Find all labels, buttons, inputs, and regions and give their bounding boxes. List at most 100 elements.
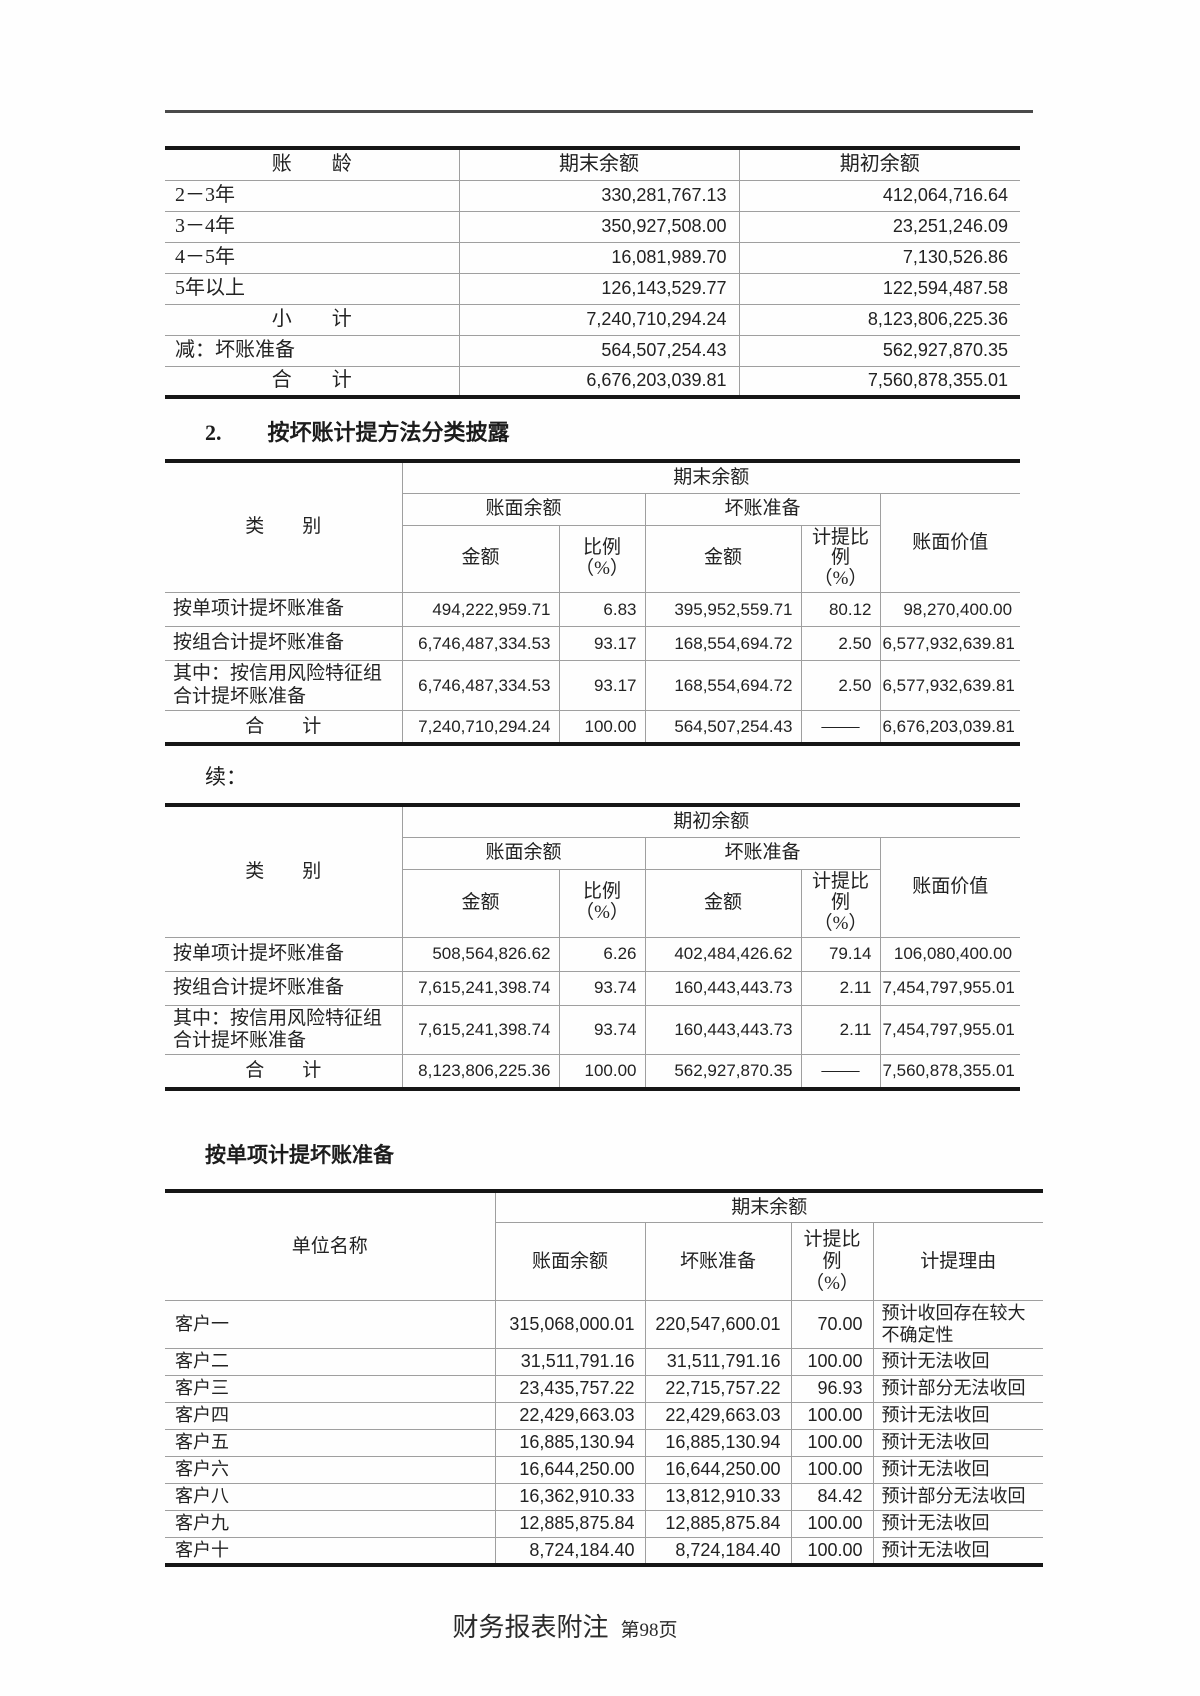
reason-text: 预计部分无法收回	[872, 1482, 1044, 1511]
ending-balance-value: 7,240,710,294.24	[458, 303, 740, 336]
ending-balance-value: 350,927,508.00	[458, 210, 740, 243]
ratio-value: 100.00	[558, 1054, 646, 1089]
table-header-row: 单位名称 期末余额	[165, 1190, 1044, 1302]
subtotal-row: 小 计 7,240,710,294.24 8,123,806,225.36	[165, 303, 1020, 336]
provision-ratio-value: 2.50	[800, 660, 881, 711]
table-row: 客户四 22,429,663.03 22,429,663.03 100.00 预…	[165, 1401, 1044, 1430]
col-header-book-balance: 账面余额	[402, 836, 646, 870]
book-value: 7,454,797,955.01	[879, 1004, 1021, 1056]
amount-value: 7,240,710,294.24	[401, 709, 560, 745]
amount-value: 6,746,487,334.53	[401, 626, 560, 662]
amount-value: 7,615,241,398.74	[401, 1004, 560, 1056]
ratio-value: 96.93	[790, 1374, 874, 1403]
row-label: 合 计	[165, 709, 403, 745]
col-header-book-value: 账面价值	[879, 492, 1021, 594]
book-balance-value: 12,885,875.84	[494, 1509, 646, 1538]
amount-value: 7,615,241,398.74	[401, 970, 560, 1006]
provision-ratio-value: 79.14	[800, 936, 881, 972]
bad-debt-value: 395,952,559.71	[644, 592, 802, 628]
bad-debt-value: 564,507,254.43	[644, 709, 802, 745]
row-label: 合 计	[165, 365, 460, 397]
table-header-row: 账 龄 期末余额 期初余额	[165, 148, 1020, 181]
table-row: 客户二 31,511,791.16 31,511,791.16 100.00 预…	[165, 1347, 1044, 1376]
unit-name: 客户九	[165, 1509, 496, 1538]
beginning-balance-value: 412,064,716.64	[738, 179, 1020, 212]
row-label: 按单项计提坏账准备	[165, 936, 403, 972]
bad-debt-value: 168,554,694.72	[644, 626, 802, 662]
col-header-amount: 金额	[644, 524, 802, 594]
reason-text: 预计部分无法收回	[872, 1374, 1044, 1403]
bad-debt-value: 16,644,250.00	[644, 1455, 792, 1484]
col-header-ending-balance: 期末余额	[458, 148, 740, 181]
reason-text: 预计收回存在较大不确定性	[872, 1300, 1044, 1349]
provision-ratio-line1: 计提比例	[811, 870, 869, 913]
table-row: 客户十 8,724,184.40 8,724,184.40 100.00 预计无…	[165, 1536, 1044, 1566]
provision-ratio-value: 2.11	[800, 970, 881, 1006]
beginning-balance-value: 23,251,246.09	[738, 210, 1020, 243]
ending-balance-value: 330,281,767.13	[458, 179, 740, 212]
book-value: 7,454,797,955.01	[879, 970, 1021, 1006]
beginning-balance-value: 7,130,526.86	[738, 241, 1020, 274]
provision-ratio-value: ——	[800, 1054, 881, 1089]
row-label: 减：坏账准备	[165, 334, 460, 367]
ratio-value: 100.00	[790, 1428, 874, 1457]
col-header-period: 期初余额	[401, 805, 1021, 838]
book-value: 106,080,400.00	[879, 936, 1021, 972]
book-balance-value: 23,435,757.22	[494, 1374, 646, 1403]
col-header-category: 类 别	[165, 805, 403, 938]
col-header-amount: 金额	[402, 868, 560, 938]
table-header-row: 金额 比例 （%） 金额 计提比例 （%）	[165, 868, 1020, 938]
provision-ratio-value: 2.50	[800, 626, 881, 662]
table-row: 按组合计提坏账准备 7,615,241,398.74 93.74 160,443…	[165, 970, 1021, 1006]
ratio-value: 100.00	[790, 1347, 874, 1376]
ending-balance-value: 16,081,989.70	[458, 241, 740, 274]
amount-value: 8,123,806,225.36	[401, 1054, 560, 1089]
reason-text: 预计无法收回	[872, 1347, 1044, 1376]
book-balance-value: 315,068,000.01	[494, 1300, 646, 1349]
bad-debt-value: 220,547,600.01	[644, 1300, 792, 1349]
ratio-value: 93.74	[558, 1004, 646, 1056]
unit-name: 客户二	[165, 1347, 496, 1376]
table-header-row: 金额 比例 （%） 金额 计提比例 （%）	[165, 524, 1020, 594]
ratio-line2: （%）	[575, 902, 629, 924]
beginning-balance-value: 8,123,806,225.36	[738, 303, 1020, 336]
ratio-line1: 比例	[582, 536, 621, 558]
book-value: 7,560,878,355.01	[879, 1054, 1021, 1089]
row-label: 2－3年	[165, 179, 460, 212]
provision-ratio-line3: （%）	[805, 1272, 859, 1294]
reason-text: 预计无法收回	[872, 1455, 1044, 1484]
ending-balance-value: 6,676,203,039.81	[458, 365, 740, 397]
provision-ratio-value: ——	[800, 709, 881, 745]
unit-name: 客户四	[165, 1401, 496, 1430]
book-balance-value: 8,724,184.40	[494, 1536, 646, 1566]
col-header-age: 账 龄	[165, 148, 460, 181]
col-header-provision-ratio: 计提比例（%）	[790, 1222, 874, 1302]
provision-ratio-line2: 例	[822, 1251, 842, 1273]
ratio-value: 100.00	[790, 1401, 874, 1430]
total-row: 合 计 8,123,806,225.36 100.00 562,927,870.…	[165, 1054, 1021, 1089]
table-row: 其中：按信用风险特征组合计提坏账准备 7,615,241,398.74 93.7…	[165, 1004, 1021, 1056]
book-balance-value: 16,885,130.94	[494, 1428, 646, 1457]
total-row: 合 计 7,240,710,294.24 100.00 564,507,254.…	[165, 709, 1021, 745]
table-header-row: 类 别 期末余额	[165, 461, 1021, 594]
col-header-provision-ratio: 计提比例（%）	[800, 868, 880, 938]
book-value: 6,577,932,639.81	[879, 626, 1021, 662]
table-row: 客户一 315,068,000.01 220,547,600.01 70.00 …	[165, 1300, 1044, 1349]
amount-value: 508,564,826.62	[401, 936, 560, 972]
ratio-value: 100.00	[790, 1536, 874, 1566]
bad-debt-value: 168,554,694.72	[644, 660, 802, 711]
table-header-row: 账面余额 坏账准备 计提比例（%） 计提理由	[165, 1222, 1044, 1302]
provision-ratio-line1: 计提比例	[811, 526, 869, 569]
total-row: 合 计 6,676,203,039.81 7,560,878,355.01	[165, 365, 1020, 397]
page-footer: 财务报表附注 第98页	[165, 1607, 965, 1644]
book-balance-value: 16,644,250.00	[494, 1455, 646, 1484]
row-label: 按组合计提坏账准备	[165, 970, 403, 1006]
ratio-value: 84.42	[790, 1482, 874, 1511]
table-row: 客户三 23,435,757.22 22,715,757.22 96.93 预计…	[165, 1374, 1044, 1403]
col-header-provision-ratio: 计提比例（%）	[800, 524, 880, 594]
reason-text: 预计无法收回	[872, 1509, 1044, 1538]
bad-debt-value: 160,443,443.73	[644, 1004, 802, 1056]
col-header-amount: 金额	[644, 868, 802, 938]
col-header-category: 类 别	[165, 461, 403, 594]
